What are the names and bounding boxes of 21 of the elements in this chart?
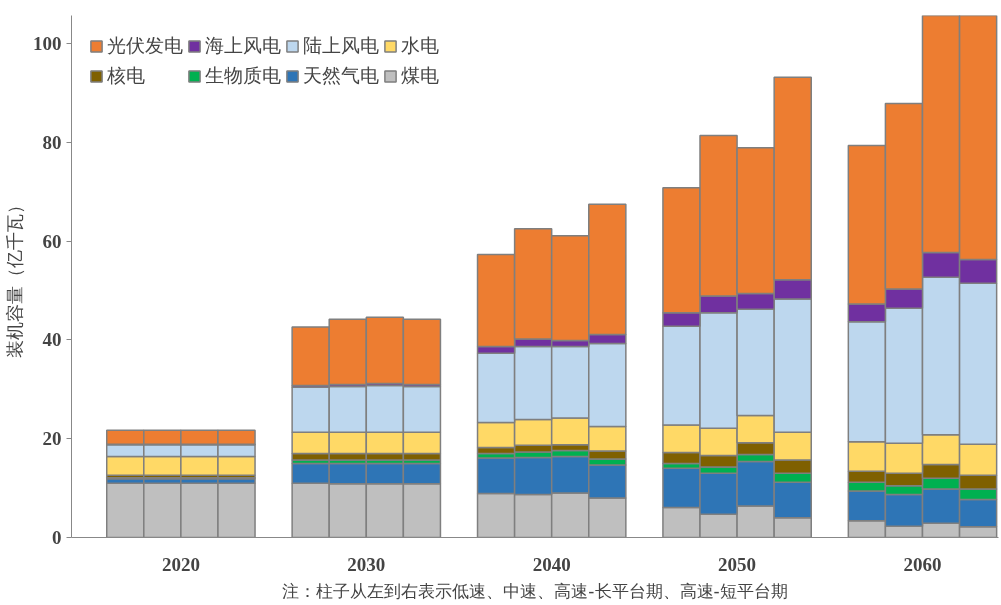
x-tick-label: 2020 [161, 553, 200, 575]
legend-label: 水电 [401, 33, 439, 58]
legend-label: 生物质电 [205, 63, 281, 88]
x-tick-label: 2030 [347, 553, 386, 575]
y-axis-title: 装机容量（亿千瓦） [4, 195, 25, 358]
x-tick-label: 2060 [903, 553, 942, 575]
legend-label: 天然气电 [303, 63, 379, 88]
x-tick-label: 2040 [532, 553, 571, 575]
y-tick-label: 100 [33, 33, 62, 55]
y-tick-label: 80 [42, 131, 62, 153]
y-tick-label: 0 [52, 527, 62, 548]
legend-label: 海上风电 [205, 33, 281, 58]
legend-label: 核电 [107, 63, 145, 88]
y-tick-label: 20 [42, 428, 62, 450]
legend-label: 陆上风电 [303, 33, 379, 58]
legend-label: 煤电 [401, 63, 439, 88]
x-tick-label: 2050 [718, 553, 757, 575]
y-tick-label: 40 [42, 329, 62, 351]
legend-label: 光伏发电 [107, 33, 183, 58]
text: 注：柱子从左到右表示低速、中速、高速-长平台期、高速-短平台期 [282, 580, 788, 601]
y-tick-label: 60 [42, 230, 62, 252]
